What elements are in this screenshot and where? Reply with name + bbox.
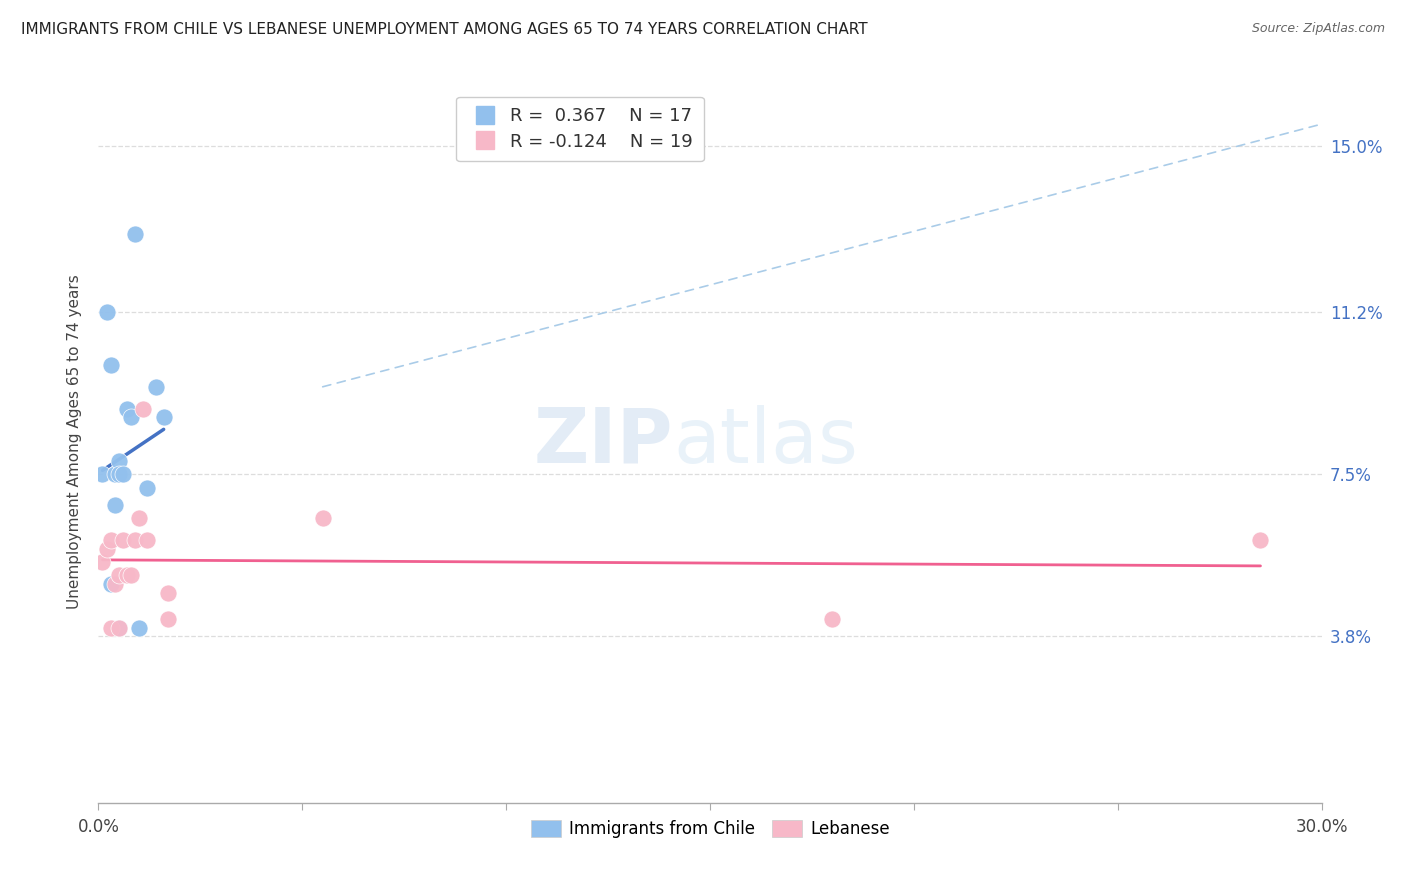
Point (132, 401, 155, 416)
Point (111, 533, 134, 547)
Point (124, 533, 146, 547)
Point (312, 511, 335, 525)
Legend: Immigrants from Chile, Lebanese: Immigrants from Chile, Lebanese (524, 814, 896, 845)
Point (104, 498, 127, 512)
Point (100, 621, 122, 635)
Text: ZIP: ZIP (534, 405, 673, 478)
Point (128, 511, 150, 525)
Text: IMMIGRANTS FROM CHILE VS LEBANESE UNEMPLOYMENT AMONG AGES 65 TO 74 YEARS CORRELA: IMMIGRANTS FROM CHILE VS LEBANESE UNEMPL… (21, 22, 868, 37)
Point (100, 577, 122, 591)
Text: atlas: atlas (673, 405, 858, 478)
Point (152, 410, 174, 425)
Point (115, 401, 138, 416)
Point (91, 555, 114, 569)
Point (91, 467, 114, 482)
Point (145, 380, 167, 394)
Point (120, 410, 142, 425)
Point (108, 454, 131, 468)
Point (108, 568, 131, 582)
Point (108, 621, 131, 635)
Point (120, 568, 142, 582)
Point (104, 577, 127, 591)
Point (96, 305, 118, 319)
Point (100, 533, 122, 547)
Point (96, 541, 118, 556)
Point (100, 358, 122, 372)
Point (108, 467, 131, 482)
Y-axis label: Unemployment Among Ages 65 to 74 years: Unemployment Among Ages 65 to 74 years (67, 274, 83, 609)
Point (104, 467, 127, 482)
Point (128, 621, 150, 635)
Point (108, 621, 131, 635)
Point (1249, 533, 1271, 547)
Point (115, 568, 138, 582)
Point (136, 481, 159, 495)
Point (124, 227, 146, 241)
Point (111, 467, 134, 482)
Point (156, 585, 179, 599)
Point (136, 533, 159, 547)
Point (156, 612, 179, 626)
Text: Source: ZipAtlas.com: Source: ZipAtlas.com (1251, 22, 1385, 36)
Point (821, 612, 844, 626)
